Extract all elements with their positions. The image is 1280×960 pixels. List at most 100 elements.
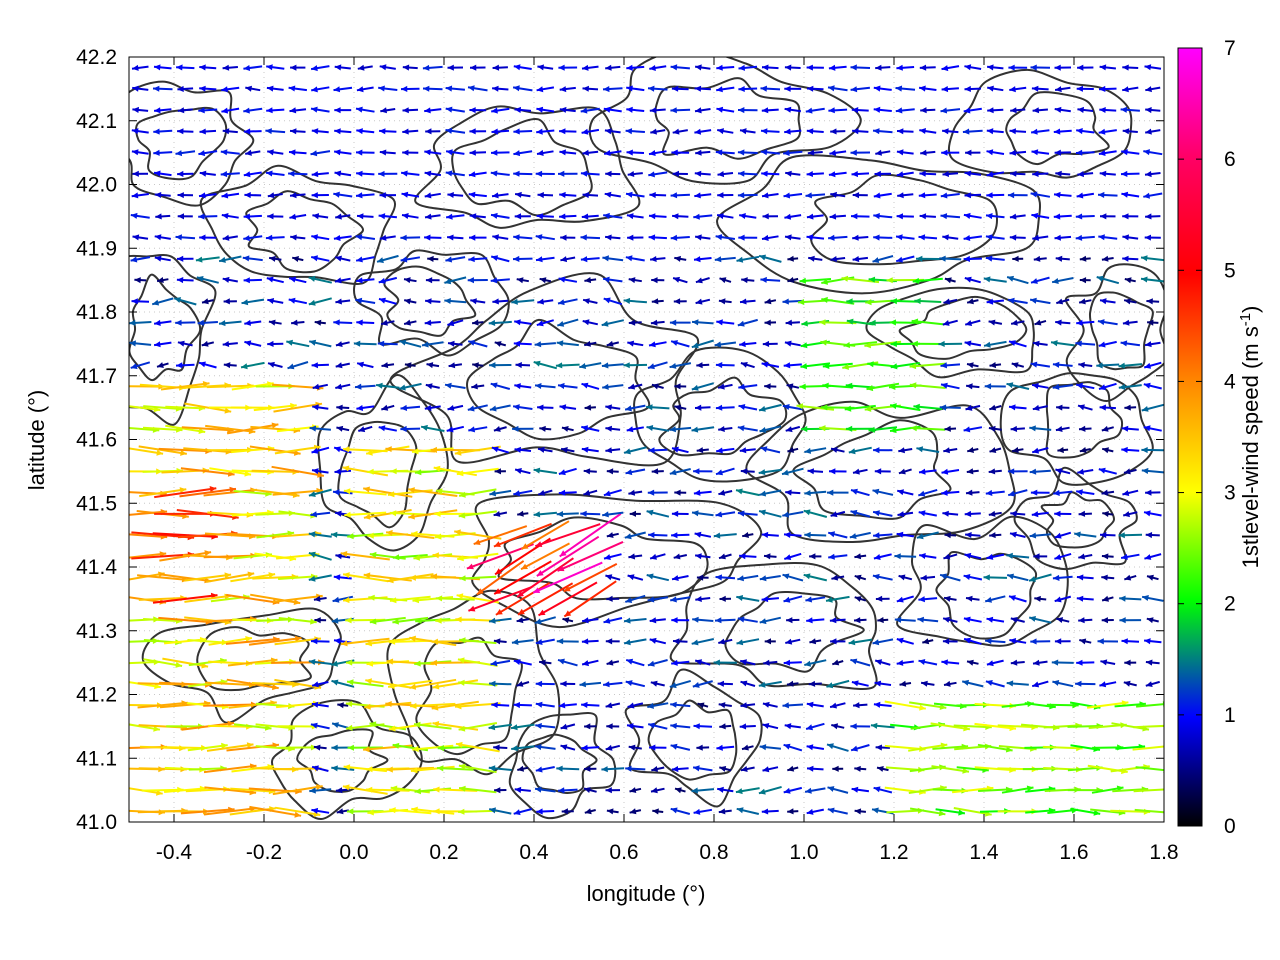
- wind-vector: [513, 489, 533, 497]
- wind-vector: [762, 723, 779, 730]
- wind-vector: [626, 85, 645, 92]
- wind-vector-head: [513, 128, 520, 135]
- wind-vector: [693, 468, 713, 475]
- wind-vector: [513, 64, 532, 71]
- wind-vector-head: [606, 532, 614, 538]
- wind-vector: [1122, 213, 1139, 220]
- wind-vector-head: [628, 383, 636, 390]
- wind-vector-shaft: [363, 487, 413, 498]
- wind-vector-shaft: [278, 575, 318, 580]
- wind-vector-head: [580, 510, 587, 517]
- wind-vector-head: [580, 170, 588, 177]
- wind-vector: [964, 170, 982, 177]
- wind-vector-head: [432, 552, 439, 559]
- wind-vector-head: [872, 807, 879, 814]
- wind-vector-head: [494, 468, 501, 475]
- wind-vector: [963, 235, 983, 241]
- wind-vector: [942, 319, 958, 326]
- wind-vector-head: [132, 64, 139, 71]
- wind-vector-head: [918, 234, 926, 241]
- wind-vector-head: [457, 657, 465, 664]
- wind-vector-head: [177, 213, 184, 220]
- wind-vector-head: [782, 511, 790, 518]
- wind-vector-head: [1009, 149, 1017, 156]
- wind-vector: [1078, 298, 1092, 305]
- wind-vector-head: [1053, 213, 1061, 220]
- wind-vector: [267, 361, 283, 368]
- wind-vector: [624, 404, 646, 412]
- wind-vector-head: [872, 639, 880, 646]
- contour-line: [196, 626, 312, 692]
- wind-vector-head: [940, 213, 948, 220]
- wind-vector-head: [415, 617, 422, 624]
- wind-vector-head: [468, 171, 476, 178]
- wind-vector-shaft: [158, 447, 212, 453]
- wind-vector-head: [603, 681, 610, 688]
- wind-vector-head: [796, 403, 804, 410]
- wind-vector-head: [830, 128, 837, 135]
- wind-vector: [694, 128, 712, 135]
- wind-vector: [760, 276, 781, 283]
- wind-vector-head: [988, 468, 996, 475]
- wind-vector-head: [938, 340, 945, 347]
- wind-vector-head: [365, 786, 373, 793]
- wind-vector-shaft: [493, 560, 552, 595]
- wind-vector: [715, 362, 735, 369]
- wind-vector: [557, 298, 578, 306]
- wind-vector-head: [245, 85, 252, 92]
- wind-vector: [692, 765, 713, 772]
- wind-vector: [650, 256, 666, 262]
- wind-vector: [198, 192, 217, 199]
- wind-vector-head: [1123, 511, 1130, 518]
- wind-vector-head: [738, 86, 745, 92]
- wind-vector: [581, 617, 599, 624]
- wind-vector: [806, 128, 824, 135]
- wind-vector: [966, 659, 979, 666]
- wind-vector-head: [1079, 638, 1087, 645]
- wind-vector-head: [469, 107, 476, 114]
- wind-vector-head: [809, 553, 816, 560]
- wind-vector-head: [153, 128, 160, 135]
- wind-vector-head: [623, 297, 631, 304]
- wind-vector: [1053, 213, 1072, 220]
- contour-line: [1040, 491, 1116, 549]
- wind-vector-head: [1119, 595, 1126, 602]
- wind-vector-head: [1101, 617, 1108, 624]
- wind-vector-head: [1144, 510, 1151, 517]
- wind-vector: [512, 404, 533, 411]
- wind-vector: [287, 361, 309, 370]
- wind-vector: [311, 128, 329, 135]
- wind-vector: [346, 679, 384, 688]
- wind-vector: [195, 256, 220, 263]
- wind-vector-head: [821, 278, 828, 285]
- wind-vector-head: [310, 511, 317, 518]
- wind-vector-head: [783, 362, 791, 369]
- wind-vector: [311, 362, 329, 369]
- wind-vector: [516, 681, 530, 687]
- wind-vector: [563, 580, 617, 618]
- wind-vector-head: [489, 680, 496, 687]
- wind-vector-head: [739, 447, 747, 454]
- wind-vector-shaft: [204, 786, 257, 794]
- wind-vector: [267, 340, 284, 347]
- wind-vector-head: [288, 170, 295, 177]
- wind-vector: [1055, 255, 1070, 262]
- wind-vector: [1054, 638, 1071, 645]
- wind-vector-shaft: [953, 724, 992, 729]
- wind-vector: [629, 808, 642, 815]
- wind-vector: [425, 383, 440, 390]
- wind-vector: [447, 64, 464, 71]
- wind-vector-head: [1118, 383, 1126, 390]
- wind-vector: [513, 234, 533, 241]
- wind-vector: [511, 745, 535, 752]
- wind-vector-head: [1100, 532, 1107, 539]
- wind-vector: [693, 213, 713, 220]
- wind-vector: [898, 468, 912, 475]
- wind-vector: [625, 468, 646, 476]
- wind-vector-head: [986, 616, 994, 623]
- wind-vector: [250, 593, 301, 605]
- wind-vector-head: [797, 299, 805, 306]
- wind-vector: [986, 171, 1005, 178]
- wind-vector-head: [446, 149, 453, 156]
- wind-vector: [851, 107, 869, 113]
